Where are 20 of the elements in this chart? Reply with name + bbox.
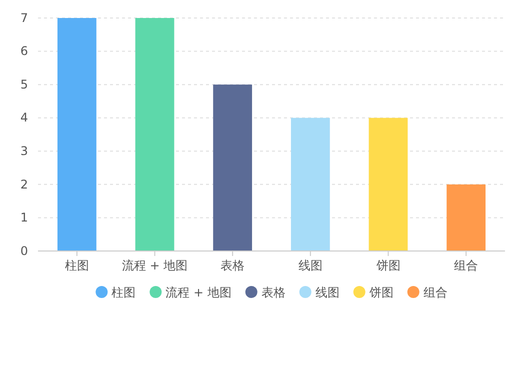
x-tick-label: 流程 + 地图 — [122, 258, 188, 273]
y-tick-label: 2 — [20, 177, 28, 192]
legend-label: 表格 — [261, 286, 286, 300]
x-tick-label: 组合 — [454, 258, 478, 273]
x-tick-label: 线图 — [298, 258, 322, 273]
y-tick-label: 0 — [20, 244, 28, 258]
x-tick-label: 表格 — [220, 258, 245, 273]
y-tick-label: 3 — [20, 144, 28, 158]
x-tick-label: 饼图 — [375, 258, 400, 273]
legend-label: 柱图 — [112, 286, 136, 300]
legend-label: 组合 — [423, 286, 448, 300]
legend-label: 线图 — [315, 286, 340, 300]
legend-label: 饼图 — [368, 286, 394, 300]
y-tick-label: 4 — [20, 110, 28, 125]
y-tick-label: 6 — [20, 44, 28, 58]
y-tick-label: 5 — [20, 77, 28, 92]
legend-label: 流程 + 地图 — [166, 286, 232, 300]
x-tick-label: 柱图 — [64, 258, 89, 273]
y-tick-label: 1 — [20, 210, 28, 225]
y-tick-label: 7 — [20, 10, 28, 25]
